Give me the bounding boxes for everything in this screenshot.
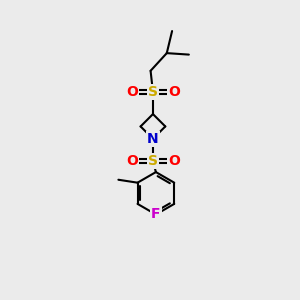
Text: O: O bbox=[168, 85, 180, 99]
Text: O: O bbox=[126, 154, 138, 168]
Text: S: S bbox=[148, 154, 158, 168]
Text: F: F bbox=[151, 208, 160, 221]
Text: S: S bbox=[148, 85, 158, 99]
Text: N: N bbox=[147, 132, 159, 146]
Text: O: O bbox=[168, 154, 180, 168]
Text: O: O bbox=[126, 85, 138, 99]
